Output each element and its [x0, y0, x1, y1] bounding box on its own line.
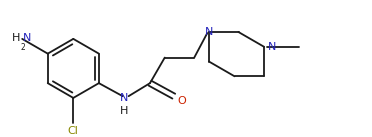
Text: 2: 2 — [21, 43, 26, 52]
Text: N: N — [120, 93, 129, 103]
Text: H: H — [120, 105, 129, 115]
Text: N: N — [205, 27, 213, 37]
Text: N: N — [23, 33, 32, 43]
Text: N: N — [268, 42, 277, 52]
Text: Cl: Cl — [68, 126, 79, 136]
Text: O: O — [177, 96, 186, 106]
Text: H: H — [12, 33, 20, 43]
